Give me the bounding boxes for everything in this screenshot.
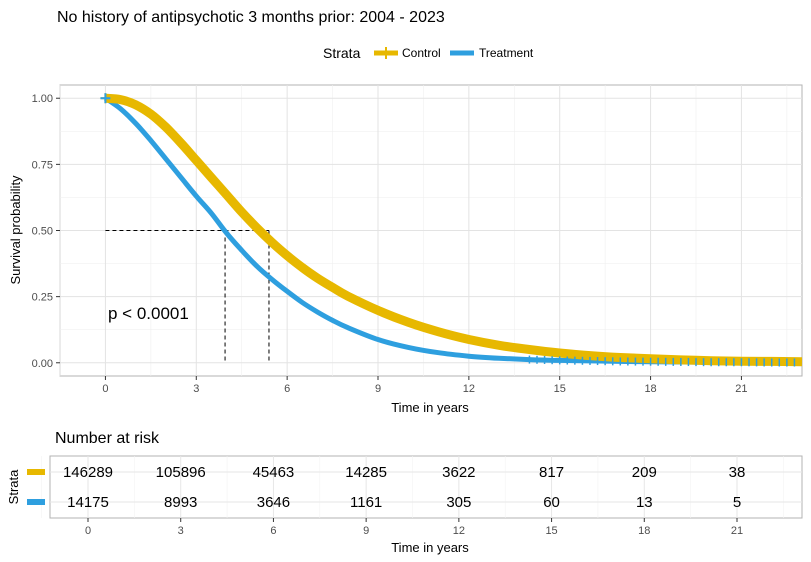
risk-cell-control: 45463	[253, 464, 295, 481]
y-tick-label: 0.25	[32, 292, 53, 304]
risk-x-tick-label: 15	[545, 525, 557, 537]
risk-table-cells: 146289 105896 45463 14285 3622 817 209 38 14175 8…	[63, 464, 745, 511]
risk-table-gridlines	[41, 456, 802, 518]
x-tick-label: 12	[463, 383, 475, 395]
y-axis-label: Survival probability	[8, 175, 23, 285]
y-tick-label: 0.00	[32, 358, 53, 370]
y-tick-label: 0.75	[32, 159, 53, 171]
survival-plot-panel: p < 0.0001 0.00 0.25 0.50 0.75 1.00 0 3 6 9 12 15…	[8, 84, 803, 415]
y-axis-ticks: 0.00 0.25 0.50 0.75 1.00	[32, 93, 60, 370]
x-axis-ticks: 0 3 6 9 12 15 18 21	[102, 376, 748, 395]
risk-cell-control: 14285	[345, 464, 387, 481]
legend-label-control: Control	[402, 46, 441, 60]
y-tick-label: 1.00	[32, 93, 53, 105]
risk-table-title: Number at risk	[55, 430, 160, 447]
risk-table-y-axis-label: Strata	[6, 469, 21, 504]
risk-table: Number at risk 146289 105896 45463 14285 362…	[6, 430, 803, 555]
risk-x-tick-label: 21	[731, 525, 743, 537]
risk-cell-treatment: 3646	[257, 494, 290, 511]
legend: Strata Control Treatment	[323, 45, 534, 61]
risk-key-control	[27, 469, 45, 475]
chart-title: No history of antipsychotic 3 months pri…	[57, 9, 445, 26]
p-value-annotation: p < 0.0001	[108, 304, 189, 323]
x-tick-label: 9	[375, 383, 381, 395]
risk-cell-treatment: 13	[636, 494, 653, 511]
x-tick-label: 15	[554, 383, 566, 395]
risk-cell-control: 209	[632, 464, 657, 481]
x-axis-label: Time in years	[391, 400, 469, 415]
curve-control	[105, 93, 803, 367]
x-tick-label: 18	[644, 383, 656, 395]
risk-cell-treatment: 8993	[164, 494, 197, 511]
risk-table-x-axis-label: Time in years	[391, 540, 469, 555]
risk-x-tick-label: 0	[85, 525, 91, 537]
risk-table-border	[49, 455, 803, 519]
x-tick-label: 3	[193, 383, 199, 395]
legend-label-treatment: Treatment	[479, 46, 534, 60]
risk-table-strata-keys	[27, 469, 45, 505]
x-tick-label: 21	[735, 383, 747, 395]
risk-cell-treatment: 5	[733, 494, 741, 511]
y-tick-label: 0.50	[32, 226, 53, 238]
risk-x-tick-label: 6	[270, 525, 276, 537]
risk-x-tick-label: 9	[363, 525, 369, 537]
x-tick-label: 6	[284, 383, 290, 395]
x-tick-label: 0	[102, 383, 108, 395]
risk-cell-control: 3622	[442, 464, 475, 481]
risk-cell-control: 105896	[156, 464, 206, 481]
risk-cell-control: 146289	[63, 464, 113, 481]
risk-cell-treatment: 60	[543, 494, 560, 511]
risk-cell-treatment: 305	[446, 494, 471, 511]
survival-curves	[100, 93, 803, 367]
risk-cell-treatment: 14175	[67, 494, 109, 511]
risk-table-x-ticks: 0 3 6 9 12 15 18 21	[85, 518, 743, 537]
risk-cell-control: 38	[729, 464, 746, 481]
risk-cell-control: 817	[539, 464, 564, 481]
risk-cell-treatment: 1161	[350, 494, 382, 511]
legend-title: Strata	[323, 45, 361, 61]
risk-x-tick-label: 3	[178, 525, 184, 537]
median-reference-lines	[105, 230, 270, 363]
risk-key-treatment	[27, 499, 45, 505]
risk-x-tick-label: 12	[453, 525, 465, 537]
risk-x-tick-label: 18	[638, 525, 650, 537]
